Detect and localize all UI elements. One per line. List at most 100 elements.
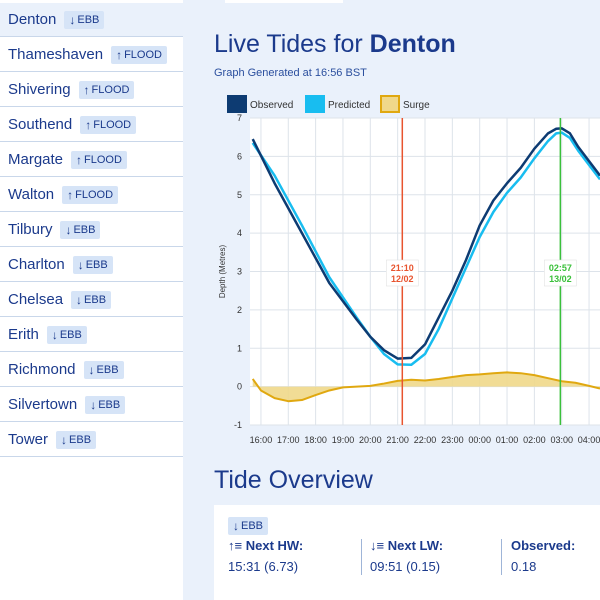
tide-state-badge: ↓ EBB [71, 290, 112, 309]
next-hw-label: Next HW: [245, 538, 304, 553]
station-name: Denton [8, 11, 57, 28]
station-item-walton[interactable]: Walton ↑ FLOOD [0, 178, 183, 212]
legend-swatch-surge [380, 95, 400, 113]
station-item-thameshaven[interactable]: Thameshaven ↑ FLOOD [0, 38, 183, 72]
ebb-arrow-icon: ↓ [65, 222, 72, 237]
x-tick-label: 20:00 [359, 435, 382, 445]
next-hw-block: ↑≡ Next HW: 15:31 (6.73) [228, 538, 303, 574]
y-tick-label: 2 [237, 305, 242, 315]
x-tick-label: 04:00 [578, 435, 600, 445]
x-tick-label: 21:00 [386, 435, 409, 445]
station-item-chelsea[interactable]: Chelsea ↓ EBB [0, 283, 183, 317]
observed-label: Observed: [511, 538, 576, 553]
tide-state-text: EBB [59, 328, 82, 341]
tide-state-badge: ↑ FLOOD [62, 185, 119, 204]
x-tick-label: 22:00 [414, 435, 437, 445]
flood-arrow-icon: ↑ [83, 82, 90, 97]
tide-overview-card: ↓ EBB ↑≡ Next HW: 15:31 (6.73) ↓≡ Next LW… [214, 505, 600, 600]
tide-state-text: FLOOD [84, 153, 122, 166]
time-marker-time: 02:57 [549, 263, 572, 273]
surge-line [251, 371, 600, 403]
tide-state-text: EBB [73, 223, 96, 236]
station-item-charlton[interactable]: Charlton ↓ EBB [0, 248, 183, 282]
y-tick-label: 7 [237, 113, 242, 123]
tide-state-badge: ↓ EBB [46, 325, 87, 344]
station-name: Southend [8, 116, 73, 133]
tide-state-text: EBB [69, 433, 92, 446]
station-item-denton[interactable]: Denton ↓ EBB [0, 3, 183, 37]
tide-state-text: FLOOD [124, 48, 162, 61]
title-prefix: Live Tides for [214, 30, 370, 58]
flood-arrow-icon: ↑ [116, 47, 123, 62]
y-tick-label: 4 [237, 228, 242, 238]
station-name: Tilbury [8, 221, 53, 238]
observed-block: Observed: 0.18 [511, 538, 575, 574]
tide-state-text: EBB [77, 13, 100, 26]
station-item-margate[interactable]: Margate ↑ FLOOD [0, 143, 183, 177]
tide-state-badge: ↓ EBB [83, 360, 124, 379]
legend-swatch-observed [227, 95, 247, 113]
x-tick-label: 16:00 [250, 435, 273, 445]
next-hw-value: 15:31 (6.73) [228, 559, 299, 574]
time-marker-box [386, 259, 419, 287]
flood-arrow-icon: ↑ [85, 117, 92, 132]
y-tick-label: 0 [237, 382, 242, 392]
x-tick-label: 00:00 [468, 435, 491, 445]
station-item-southend[interactable]: Southend ↑ FLOOD [0, 108, 183, 142]
time-marker-time: 21:10 [391, 263, 414, 273]
next-lw-label: Next LW: [387, 538, 444, 553]
tide-state-text: EBB [96, 363, 119, 376]
station-item-erith[interactable]: Erith ↓ EBB [0, 318, 183, 352]
legend-swatch-predicted [305, 95, 325, 113]
station-item-tilbury[interactable]: Tilbury ↓ EBB [0, 213, 183, 247]
legend-label-predicted: Predicted [328, 100, 370, 111]
x-tick-label: 03:00 [550, 435, 573, 445]
tide-state-badge: ↓ EBB [72, 255, 113, 274]
main-content: Live Tides for Denton Graph Generated at… [183, 0, 600, 600]
tide-state-text: EBB [241, 520, 264, 532]
tide-state-badge: ↓ EBB [64, 10, 105, 29]
tide-state-text: EBB [84, 293, 107, 306]
station-name: Charlton [8, 256, 65, 273]
y-tick-label: 1 [237, 343, 242, 353]
tide-state-badge: ↑ FLOOD [80, 115, 137, 134]
ebb-arrow-icon: ↓ [90, 397, 97, 412]
tide-state-badge: ↑ FLOOD [71, 150, 127, 169]
x-tick-label: 23:00 [441, 435, 464, 445]
flood-arrow-icon: ↑ [67, 187, 74, 202]
tide-state-text: FLOOD [93, 118, 132, 131]
ebb-arrow-icon: ↓ [233, 519, 239, 533]
surge-area [252, 372, 600, 402]
y-tick-label: -1 [234, 420, 242, 430]
station-item-richmond[interactable]: Richmond ↓ EBB [0, 353, 183, 387]
station-name: Margate [8, 151, 64, 168]
time-marker-date: 12/02 [391, 274, 414, 284]
page-title: Live Tides for Denton [214, 30, 456, 59]
station-name: Shivering [8, 81, 71, 98]
ebb-arrow-icon: ↓ [88, 362, 95, 377]
x-tick-label: 17:00 [277, 435, 300, 445]
y-axis-label: Depth (Metres) [218, 244, 227, 298]
station-item-silvertown[interactable]: Silvertown ↓ EBB [0, 388, 183, 422]
title-station: Denton [369, 30, 456, 58]
tide-overview-title: Tide Overview [214, 466, 373, 494]
tide-state-badge: ↑ FLOOD [111, 45, 167, 64]
graph-generated-text: Graph Generated at 16:56 BST [214, 67, 367, 79]
tide-state-badge: ↓ EBB [60, 220, 101, 239]
next-lw-value: 09:51 (0.15) [370, 559, 441, 574]
tide-state-badge: ↓ EBB [228, 517, 269, 535]
y-tick-label: 6 [237, 151, 242, 161]
tide-chart: -1 0 1 2 3 4 5 6 7 16:00 17:00 18:00 19:00 20:00 21:00… [218, 95, 600, 445]
tide-state-badge: ↓ EBB [85, 395, 126, 414]
tide-state-badge: ↓ EBB [56, 430, 97, 449]
overview-divider [361, 539, 362, 575]
x-tick-label: 19:00 [332, 435, 355, 445]
station-item-shivering[interactable]: Shivering ↑ FLOOD [0, 73, 183, 107]
next-hw-icon: ↑≡ [228, 538, 243, 553]
flood-arrow-icon: ↑ [76, 152, 83, 167]
observed-value: 0.18 [511, 559, 537, 574]
station-item-tower[interactable]: Tower ↓ EBB [0, 423, 183, 457]
x-tick-label: 02:00 [523, 435, 546, 445]
station-sidebar: Denton ↓ EBB Thameshaven ↑ FLOOD Shivering ↑ FLO… [0, 0, 183, 600]
top-bar [225, 0, 343, 3]
